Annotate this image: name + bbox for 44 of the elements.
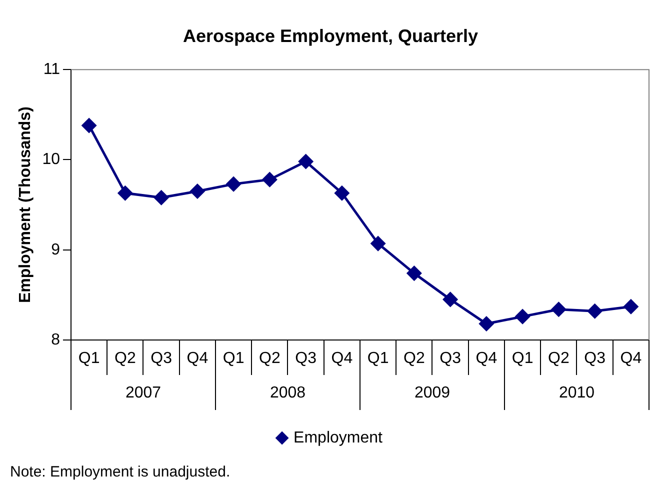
point [370,236,386,251]
text: 2008 [270,384,306,402]
point [118,186,132,200]
text: 2010 [558,384,595,402]
y-tick-label: 8 [51,331,60,348]
x-tick-label: Q1 [78,350,100,368]
x-tick-label: Q2 [548,350,570,368]
point [334,186,350,200]
point [624,299,638,314]
x-tick-label: Q4 [476,350,498,368]
x-tick-label: Q3 [584,350,606,368]
point [443,292,458,307]
x-tick-label: Q1 [512,350,534,368]
point [82,118,96,133]
chart-title: Aerospace Employment, Quarterly [182,26,478,46]
text: 2007 [125,384,162,402]
legend-label: Employment [294,429,384,446]
text: Note: Employment is unadjusted. [10,464,230,481]
x-tick-label: Q2 [114,350,136,368]
x-tick-label: Q1 [222,350,244,368]
point [588,304,602,318]
point [406,266,422,281]
x-tick-label: Q4 [620,350,642,368]
x-tick-label: Q1 [367,350,389,368]
point [154,190,169,205]
x-tick-label: Q3 [295,350,317,368]
x-tick-label: Q2 [259,350,280,368]
point [226,176,241,192]
x-tick-label: Q3 [150,350,172,368]
point [262,172,277,187]
y-axis-title: Employment (Thousands) [17,106,34,304]
x-tick-label: Q2 [404,350,425,368]
point [551,302,566,317]
point [515,309,530,324]
point [298,154,314,169]
point [190,184,205,199]
y-tick-label: 10 [42,151,60,168]
y-tick-label: 11 [43,61,60,78]
x-tick-label: Q4 [186,350,208,368]
y-tick-label: 9 [51,241,60,258]
x-tick-label: Q4 [331,350,353,368]
text: 2009 [414,384,450,402]
point [479,316,494,332]
x-tick-label: Q3 [440,350,462,368]
